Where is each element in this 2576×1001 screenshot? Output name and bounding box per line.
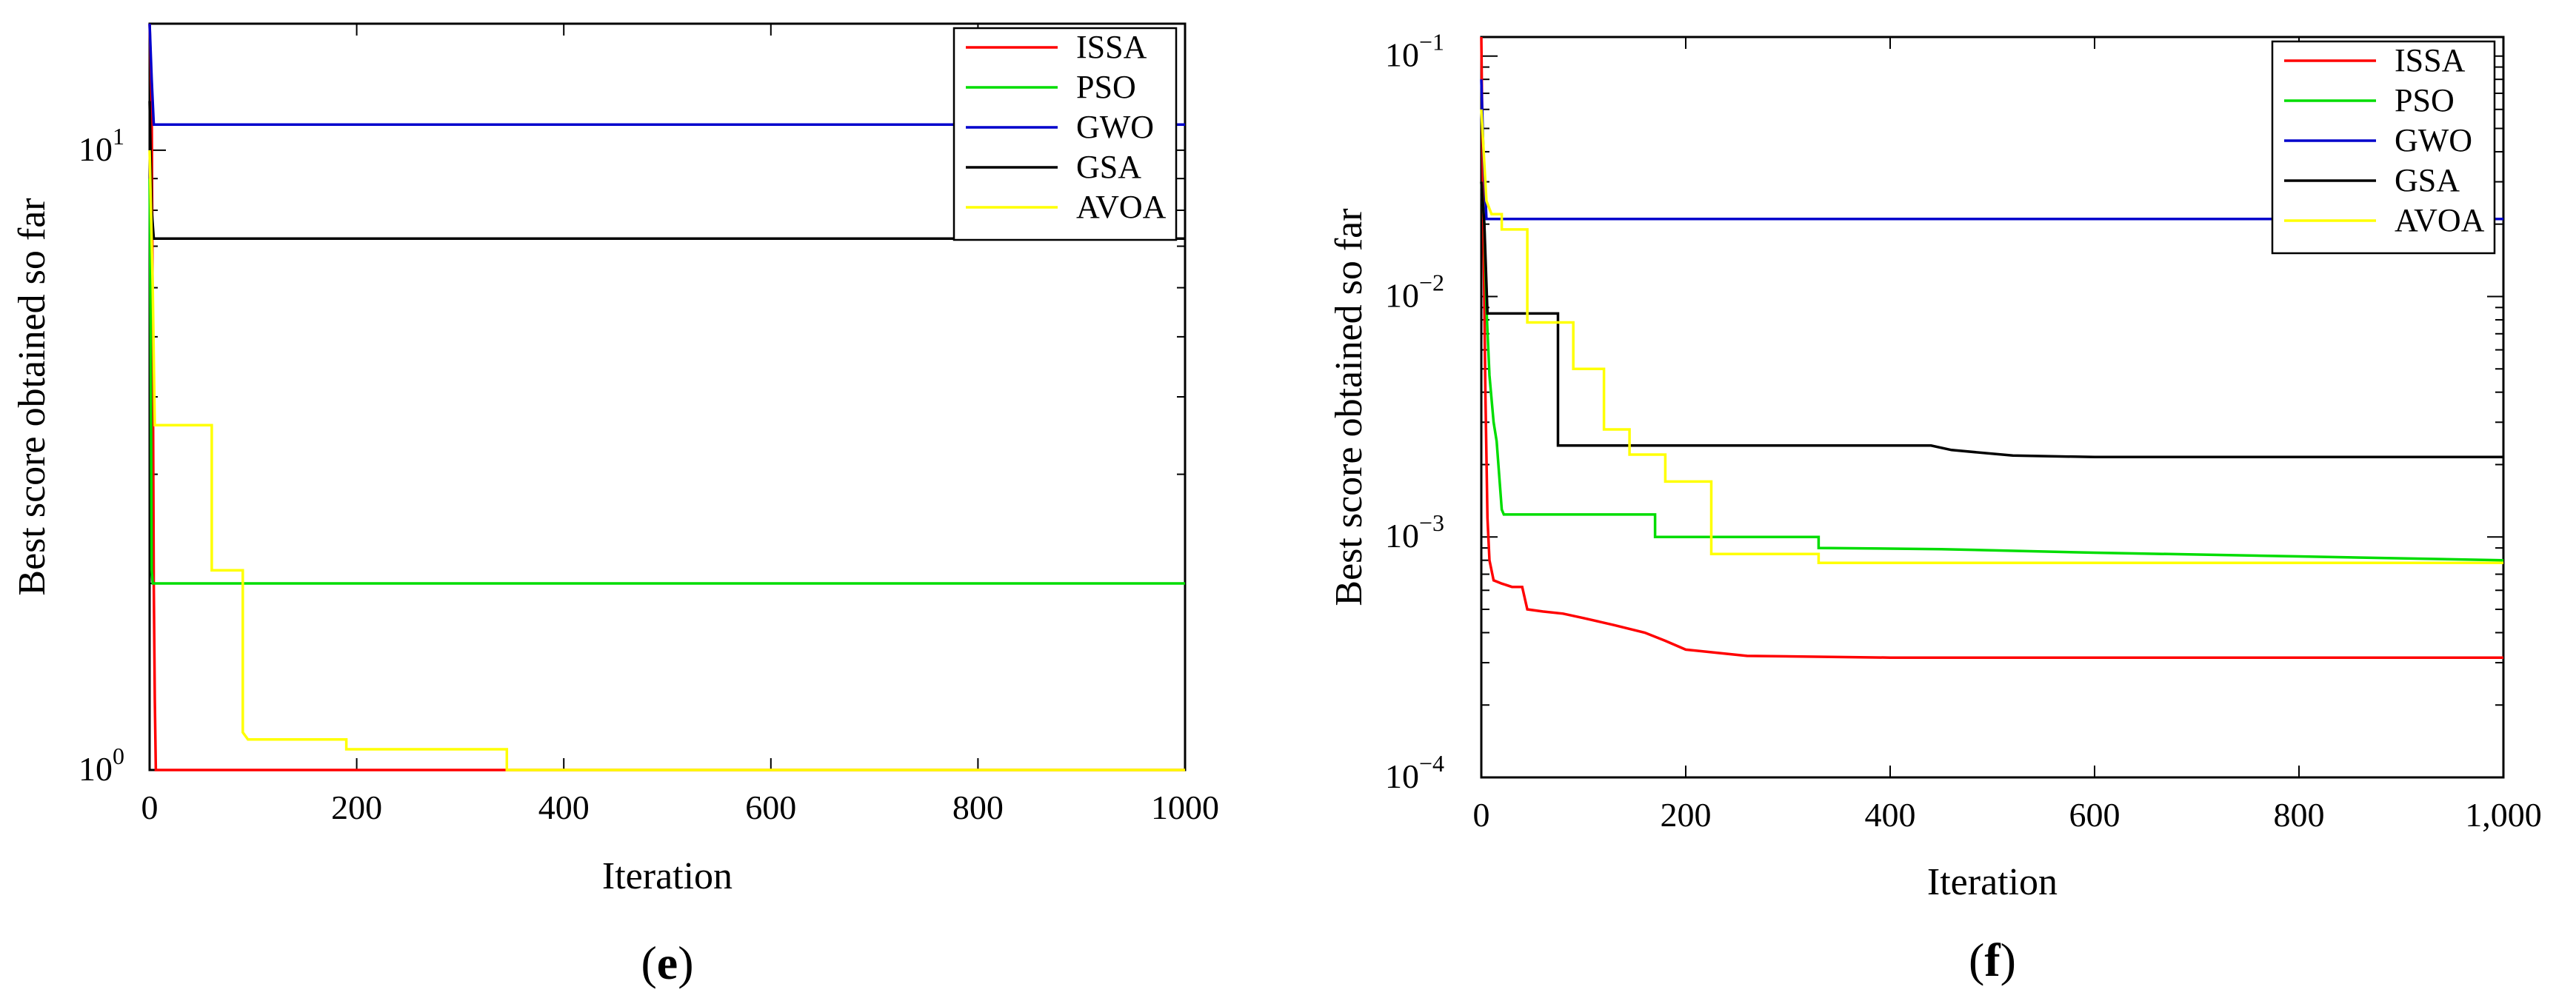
chart-f-legend-label-pso: PSO [2395, 82, 2455, 118]
chart-f-legend-label-issa: ISSA [2395, 42, 2466, 78]
chart-e-y-tick-label: 101 [79, 123, 124, 168]
chart-f-legend-label-avoa: AVOA [2395, 202, 2485, 238]
chart-f-series-gsa [1480, 181, 2503, 459]
chart-f-x-tick-label: 400 [1865, 796, 1916, 834]
chart-e-x-tick-label: 200 [331, 789, 382, 826]
chart-e-x-tick-label: 400 [538, 789, 590, 826]
chart-e-legend-box [952, 27, 1178, 241]
chart-f-y-tick-label: 10−3 [1385, 509, 1444, 555]
chart-f-series-issa [1480, 36, 2503, 659]
chart-e-x-tick-label: 800 [952, 789, 1004, 826]
chart-f-y-tick-label: 10−2 [1385, 269, 1444, 314]
chart-f-x-tick-label: 800 [2274, 796, 2325, 834]
chart-e-legend-label-gsa: GSA [1076, 149, 1141, 185]
chart-f-x-tick-label: 0 [1473, 796, 1490, 834]
chart-e-x-axis-label: Iteration [602, 855, 733, 897]
chart-e-panel-label: (e) [641, 937, 693, 989]
chart-e-x-tick-label: 1000 [1151, 789, 1219, 826]
chart-f-y-tick-label: 10−4 [1385, 750, 1444, 795]
chart-e-legend-label-avoa: AVOA [1076, 189, 1167, 225]
chart-f-legend-label-gsa: GSA [2395, 162, 2460, 198]
chart-f-x-axis-label: Iteration [1927, 861, 2058, 903]
chart-e-legend-label-pso: PSO [1076, 69, 1136, 105]
chart-f-x-tick-label: 200 [1661, 796, 1712, 834]
chart-e-series-gwo [148, 23, 1185, 126]
chart-e-x-tick-label: 600 [745, 789, 796, 826]
chart-f-y-axis-label: Best score obtained so far [1328, 208, 1370, 606]
chart-e-legend-label-gwo: GWO [1076, 109, 1154, 145]
chart-e-legend-label-issa: ISSA [1076, 29, 1147, 65]
chart-e-y-tick-label: 100 [79, 743, 124, 788]
chart-e-series-avoa [148, 150, 1185, 771]
chart-f-panel-label: (f) [1969, 934, 2016, 986]
chart-f-legend-box [2271, 40, 2496, 255]
chart-e-y-axis-label: Best score obtained so far [11, 198, 53, 595]
chart-panel-f: 0 200 400 600 800 1,000 10−4 10−3 10−2 10−1 ISSA PS… [1328, 29, 2542, 986]
chart-f-legend: ISSA PSO GWO GSA AVOA [2271, 40, 2496, 255]
chart-f-series-pso [1480, 181, 2504, 562]
chart-e-x-tick-label: 0 [141, 789, 159, 826]
chart-f-x-tick-label: 600 [2069, 796, 2120, 834]
chart-f-legend-label-gwo: GWO [2395, 122, 2472, 158]
chart-f-x-tick-label: 1,000 [2465, 796, 2542, 834]
chart-panel-e: 0 200 400 600 800 1000 100 101 ISSA PSO GWO GSA AVOA… [11, 22, 1219, 989]
chart-f-series-avoa [1480, 109, 2503, 565]
chart-e-series-pso [148, 178, 1185, 585]
chart-e-legend: ISSA PSO GWO GSA AVOA [952, 27, 1178, 241]
chart-f-y-tick-label: 10−1 [1385, 29, 1444, 74]
